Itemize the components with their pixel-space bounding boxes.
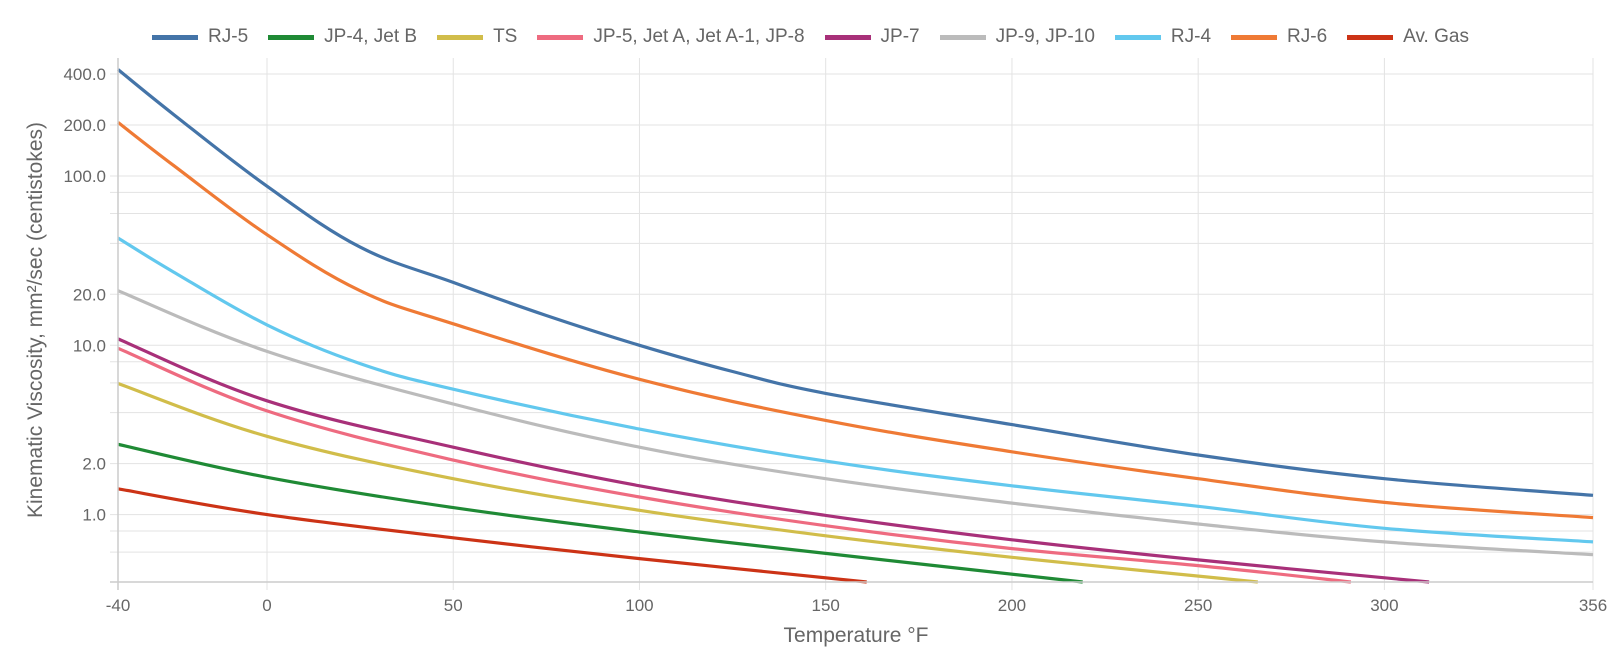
legend-swatch: [537, 34, 584, 40]
legend-item-jp-5-jet-a-jet-a-1-jp-8[interactable]: JP-5, Jet A, Jet A-1, JP-8: [537, 26, 805, 48]
legend-swatch: [1347, 34, 1394, 40]
y-tick-label: 2.0: [82, 455, 106, 474]
x-tick-label: 250: [1184, 596, 1212, 615]
legend-label: RJ-5: [208, 26, 249, 47]
legend-item-rj-4[interactable]: RJ-4: [1114, 26, 1212, 48]
series-line-jp-4-jet-b: [117, 442, 1083, 584]
y-tick-label: 400.0: [63, 65, 106, 84]
x-tick-label: -40: [106, 596, 131, 615]
legend-label: JP-4, Jet B: [324, 26, 418, 47]
y-tick-label: 100.0: [63, 167, 106, 186]
series-line-ts: [117, 381, 1258, 584]
grid: [110, 58, 1594, 590]
legend-swatch: [824, 34, 871, 40]
series-layer: [116, 68, 1594, 584]
series-line-jp-7: [117, 337, 1430, 584]
x-tick-label: 100: [625, 596, 653, 615]
series-line-rj-4: [117, 236, 1594, 544]
legend-swatch: [437, 34, 484, 40]
y-tick-label: 1.0: [82, 506, 106, 525]
legend-label: JP-9, JP-10: [995, 26, 1095, 47]
legend-item-ts[interactable]: TS: [437, 26, 517, 48]
x-tick-label: 356: [1579, 596, 1607, 615]
x-tick-label: 50: [444, 596, 463, 615]
legend-item-jp-9-jp-10[interactable]: JP-9, JP-10: [939, 26, 1095, 48]
y-tick-label: 20.0: [73, 285, 106, 304]
series-line-av-gas: [117, 487, 867, 584]
legend-label: JP-5, Jet A, Jet A-1, JP-8: [593, 26, 805, 47]
legend-label: TS: [493, 26, 518, 47]
legend-swatch: [939, 34, 986, 40]
x-axis-title: Temperature °F: [784, 624, 929, 647]
legend-label: RJ-6: [1287, 26, 1328, 47]
series-line-rj-6: [117, 121, 1594, 520]
y-axis-title: Kinematic Viscosity, mm²/sec (centistoke…: [24, 122, 47, 518]
legend-item-rj-5[interactable]: RJ-5: [152, 26, 248, 48]
series-line-rj-5: [116, 68, 1594, 497]
legend-swatch: [1114, 34, 1161, 40]
y-tick-label: 200.0: [63, 116, 106, 135]
axes: -40 0 50 100 150 200 250 300 356 400.0 200.0 100.0 2…: [63, 58, 1607, 615]
legend-item-jp-4-jet-b[interactable]: JP-4, Jet B: [268, 26, 417, 48]
legend-label: Av. Gas: [1403, 26, 1469, 47]
legend-item-rj-6[interactable]: RJ-6: [1231, 26, 1327, 48]
x-tick-label: 0: [262, 596, 271, 615]
x-tick-label: 150: [812, 596, 840, 615]
chart-legend: RJ-5 JP-4, Jet B TS JP-5, Jet A, Jet A-1, J…: [0, 22, 1621, 52]
series-line-jp-5-jet-a-jet-a-1-jp-8: [117, 346, 1352, 584]
x-tick-label: 300: [1370, 596, 1398, 615]
legend-label: JP-7: [880, 26, 920, 47]
legend-swatch: [152, 34, 199, 40]
x-tick-label: 200: [998, 596, 1026, 615]
legend-swatch: [268, 34, 315, 40]
legend-item-jp-7[interactable]: JP-7: [824, 26, 920, 48]
series-line-jp-9-jp-10: [117, 289, 1594, 557]
legend-swatch: [1231, 34, 1278, 40]
legend-label: RJ-4: [1170, 26, 1212, 47]
legend-item-av-gas[interactable]: Av. Gas: [1347, 26, 1469, 48]
y-tick-label: 10.0: [73, 336, 106, 355]
